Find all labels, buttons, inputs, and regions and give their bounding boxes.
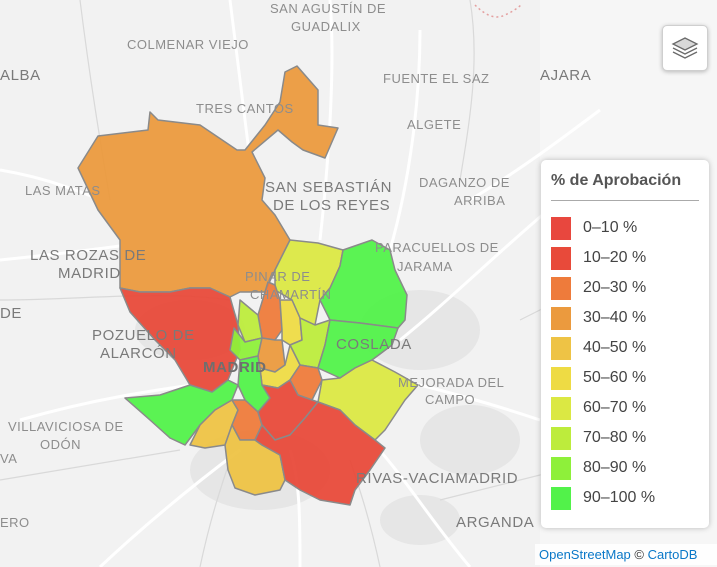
place-label: COLMENAR VIEJO: [127, 37, 249, 52]
legend-label: 90–100 %: [583, 489, 656, 506]
cartodb-link[interactable]: CartoDB: [647, 547, 698, 562]
district-chamberi[interactable]: [237, 299, 263, 343]
legend-label: 0–10 %: [583, 219, 638, 236]
place-label: VA: [0, 451, 18, 466]
place-label: SAN SEBASTIÁN: [265, 179, 393, 196]
legend-items: 0–10 % 10–20 % 20–30 % 30–40 % 40–50 % 50–60 …: [551, 213, 699, 513]
legend-swatch: [551, 336, 571, 360]
osm-link[interactable]: OpenStreetMap: [539, 547, 631, 562]
legend-label: 20–30 %: [583, 279, 647, 296]
place-label: ODÓN: [40, 437, 81, 452]
legend-label: 50–60 %: [583, 369, 647, 386]
legend-item: 90–100 %: [551, 483, 699, 513]
place-label: DAGANZO DE: [419, 175, 510, 190]
place-label: DE: [0, 305, 23, 322]
legend-swatch: [551, 306, 571, 330]
place-label: FUENTE EL SAZ: [383, 71, 490, 86]
legend-swatch: [551, 366, 571, 390]
place-label: CHAMARTÍN: [250, 287, 332, 302]
legend-swatch: [551, 456, 571, 480]
legend-item: 80–90 %: [551, 453, 699, 483]
legend-swatch: [551, 216, 571, 240]
legend-label: 80–90 %: [583, 459, 647, 476]
place-label: RIVAS-VACIAMADRID: [356, 470, 519, 487]
place-label: VILLAVICIOSA DE: [8, 419, 124, 434]
legend-swatch: [551, 276, 571, 300]
legend-item: 10–20 %: [551, 243, 699, 273]
legend-title: % de Aprobación: [551, 172, 699, 201]
legend-swatch: [551, 396, 571, 420]
attribution-separator: ©: [630, 547, 648, 562]
place-label: ALBA: [0, 67, 41, 84]
layers-control-button[interactable]: [662, 25, 708, 71]
place-label: JARAMA: [397, 259, 453, 274]
place-label: SAN AGUSTÍN DE: [270, 1, 387, 16]
place-label: ALGETE: [407, 117, 462, 132]
place-label: DE LOS REYES: [273, 197, 391, 214]
place-label: TRES CANTOS: [196, 101, 294, 116]
legend-item: 40–50 %: [551, 333, 699, 363]
place-label: MADRID: [58, 265, 121, 282]
legend-item: 50–60 %: [551, 363, 699, 393]
place-label: AJARA: [540, 67, 592, 84]
legend-label: 30–40 %: [583, 309, 647, 326]
place-label: MADRID: [203, 359, 267, 376]
place-label: LAS ROZAS DE: [30, 247, 147, 264]
legend-item: 60–70 %: [551, 393, 699, 423]
place-label: PARACUELLOS DE: [375, 240, 499, 255]
place-label: ARGANDA: [456, 514, 535, 531]
place-label: POZUELO DE: [92, 327, 195, 344]
place-label: MEJORADA DEL: [398, 375, 505, 390]
place-label: ALARCÓN: [100, 345, 177, 362]
place-label: GUADALIX: [291, 19, 361, 34]
legend-swatch: [551, 426, 571, 450]
legend: % de Aprobación 0–10 % 10–20 % 20–30 % 30–4…: [541, 160, 709, 528]
place-label: ERO: [0, 515, 30, 530]
legend-item: 0–10 %: [551, 213, 699, 243]
legend-label: 60–70 %: [583, 399, 647, 416]
place-label: LAS MATAS: [25, 183, 101, 198]
district-villa-vallecas[interactable]: [254, 401, 386, 506]
attribution: OpenStreetMap © CartoDB: [535, 544, 717, 565]
legend-item: 70–80 %: [551, 423, 699, 453]
layers-icon: [671, 37, 699, 59]
legend-label: 10–20 %: [583, 249, 647, 266]
legend-item: 30–40 %: [551, 303, 699, 333]
legend-label: 70–80 %: [583, 429, 647, 446]
place-label: PINAR DE: [245, 269, 311, 284]
legend-swatch: [551, 486, 571, 510]
legend-item: 20–30 %: [551, 273, 699, 303]
legend-label: 40–50 %: [583, 339, 647, 356]
legend-swatch: [551, 246, 571, 270]
place-label: COSLADA: [336, 336, 412, 353]
place-label: ARRIBA: [454, 193, 506, 208]
place-label: CAMPO: [425, 392, 476, 407]
